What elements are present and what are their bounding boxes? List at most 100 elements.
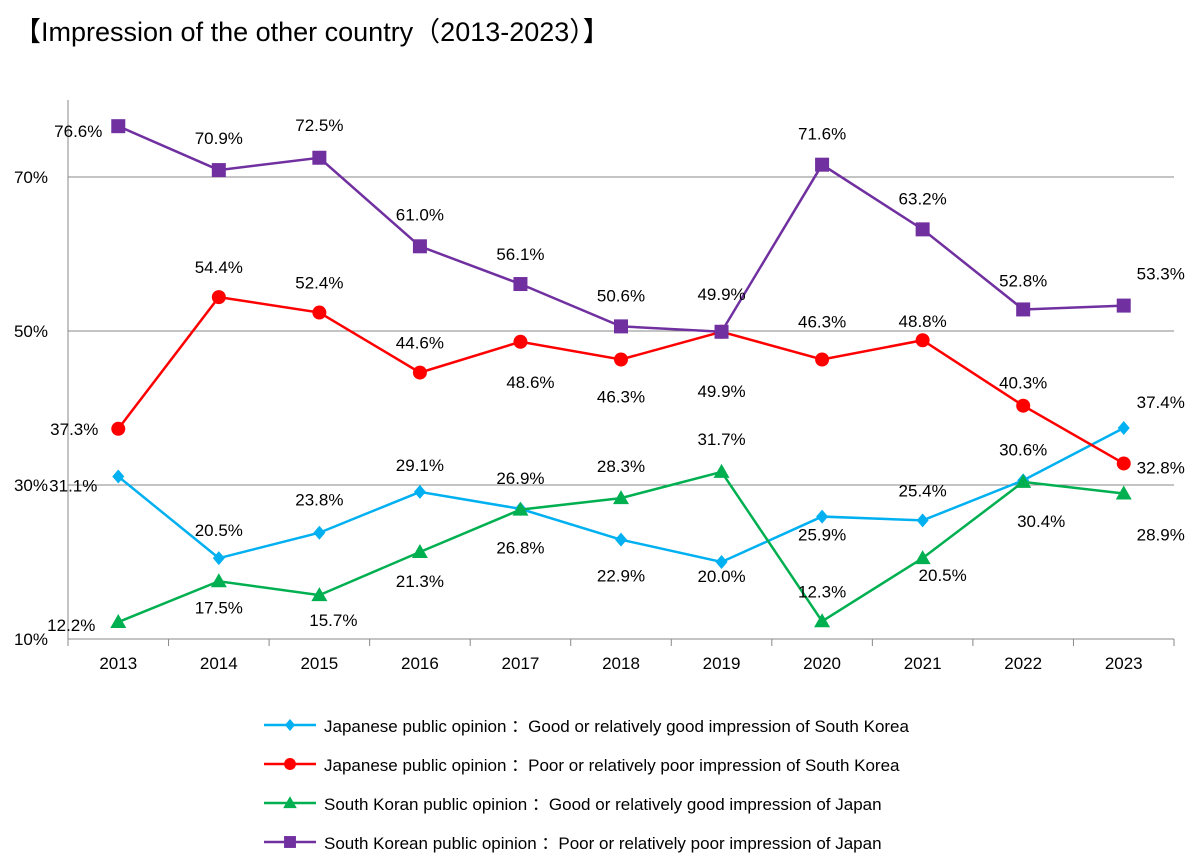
x-tick-label: 2015	[300, 654, 338, 673]
data-label: 29.1%	[396, 456, 444, 475]
series-diamond: 31.1% 20.5% 23.8% 29.1% 26.9% 22.9% 20.0% 25.9%…	[49, 393, 1185, 586]
data-label: 31.1%	[49, 477, 97, 496]
data-label: 32.8%	[1137, 458, 1185, 477]
data-label: 49.9%	[697, 382, 745, 401]
square-marker	[284, 835, 296, 848]
data-label: 37.4%	[1137, 393, 1185, 412]
circle-marker	[1016, 398, 1031, 413]
x-tick-label: 2014	[200, 654, 238, 673]
legend-item: Japanese public opinion ：Poor or relativ…	[262, 744, 909, 783]
diamond-marker	[284, 718, 296, 731]
data-label: 28.9%	[1137, 525, 1185, 544]
legend-label: South Koran public opinion ：Good or rela…	[324, 795, 882, 814]
data-label: 20.5%	[195, 521, 243, 540]
data-label: 46.3%	[597, 387, 645, 406]
data-label: 20.0%	[697, 567, 745, 586]
square-marker	[1116, 298, 1131, 313]
data-label: 37.3%	[50, 420, 98, 439]
legend-swatch	[264, 718, 316, 731]
data-label: 44.6%	[396, 334, 444, 353]
triangle-marker	[613, 490, 629, 505]
data-label: 63.2%	[899, 189, 947, 208]
data-label: 52.4%	[295, 274, 343, 293]
square-marker	[714, 324, 729, 339]
data-label: 26.9%	[496, 469, 544, 488]
data-label: 12.3%	[798, 582, 846, 601]
diamond-marker	[112, 469, 125, 484]
data-label: 22.9%	[597, 567, 645, 586]
data-label: 30.4%	[1017, 512, 1065, 531]
triangle-marker	[411, 543, 428, 558]
data-label: 15.7%	[309, 611, 357, 630]
series-square: 76.6% 70.9% 72.5% 61.0% 56.1% 50.6% 49.9% 71.6%…	[54, 116, 1185, 339]
y-tick-label: 50%	[14, 322, 48, 341]
legend-swatch	[264, 795, 316, 808]
data-label: 70.9%	[195, 129, 243, 148]
legend-label: Japanese public opinion ：Poor or relativ…	[324, 756, 900, 775]
circle-marker	[211, 290, 226, 305]
triangle-marker	[1015, 473, 1032, 488]
data-label: 56.1%	[496, 245, 544, 264]
y-tick-label: 70%	[14, 168, 48, 187]
diamond-marker	[916, 513, 929, 528]
diamond-marker	[212, 551, 225, 566]
circle-marker	[614, 352, 628, 367]
square-marker	[1016, 302, 1031, 317]
triangle-marker	[814, 613, 831, 628]
legend-item: South Korean public opinion ：Poor or rel…	[262, 822, 909, 861]
data-label: 48.6%	[506, 373, 554, 392]
y-tick-label: 30%	[14, 476, 48, 495]
x-tick-label: 2013	[99, 654, 137, 673]
data-label: 61.0%	[396, 205, 444, 224]
triangle-marker	[914, 550, 931, 565]
data-label: 54.4%	[195, 258, 243, 277]
data-label: 23.8%	[295, 491, 343, 510]
data-label: 49.9%	[697, 285, 745, 304]
data-label: 72.5%	[295, 116, 343, 135]
y-tick-label: 10%	[14, 630, 48, 649]
x-tick-label: 2021	[904, 654, 942, 673]
series-triangle: 12.2% 17.5% 15.7% 21.3% 26.8% 28.3% 31.7% 12.3%…	[47, 430, 1185, 635]
series-circle: 37.3% 54.4% 52.4% 44.6% 48.6% 46.3% 49.9% 46.3%…	[50, 258, 1185, 477]
legend-swatch	[264, 835, 316, 848]
circle-marker	[312, 305, 327, 320]
data-label: 76.6%	[54, 122, 102, 141]
circle-marker	[513, 334, 528, 349]
data-label: 30.6%	[999, 440, 1047, 459]
x-tick-label: 2023	[1105, 654, 1143, 673]
data-label: 40.3%	[999, 374, 1047, 393]
legend-item: Japanese public opinion ：Good or relativ…	[262, 705, 909, 744]
diamond-marker	[715, 555, 728, 569]
square-marker	[211, 163, 226, 178]
data-label: 50.6%	[597, 286, 645, 305]
x-tick-label: 2020	[803, 654, 841, 673]
chart-title: 【Impression of the other country（2013-20…	[14, 17, 610, 47]
data-label: 12.2%	[47, 616, 95, 635]
square-marker	[815, 157, 830, 172]
data-label: 21.3%	[396, 572, 444, 591]
x-tick-label: 2018	[602, 654, 640, 673]
triangle-marker	[311, 587, 328, 602]
data-label: 26.8%	[496, 539, 544, 558]
x-tick-label: 2016	[401, 654, 439, 673]
triangle-marker	[713, 463, 730, 478]
legend-item: South Koran public opinion ：Good or rela…	[262, 783, 909, 822]
circle-marker	[111, 421, 126, 436]
data-label: 28.3%	[597, 457, 645, 476]
circle-marker	[815, 352, 830, 367]
legend-swatch	[264, 757, 316, 770]
square-marker	[915, 222, 930, 237]
data-label: 52.8%	[999, 271, 1047, 290]
diamond-marker	[413, 484, 426, 499]
triangle-marker	[1115, 485, 1132, 500]
circle-marker	[412, 365, 427, 380]
square-marker	[614, 319, 628, 334]
diamond-marker	[816, 509, 829, 524]
data-label: 25.4%	[899, 481, 947, 500]
circle-marker	[284, 757, 296, 770]
diamond-marker	[1117, 421, 1130, 436]
data-label: 25.9%	[798, 526, 846, 545]
circle-marker	[1116, 456, 1131, 471]
triangle-marker	[283, 795, 297, 808]
data-label: 17.5%	[195, 598, 243, 617]
